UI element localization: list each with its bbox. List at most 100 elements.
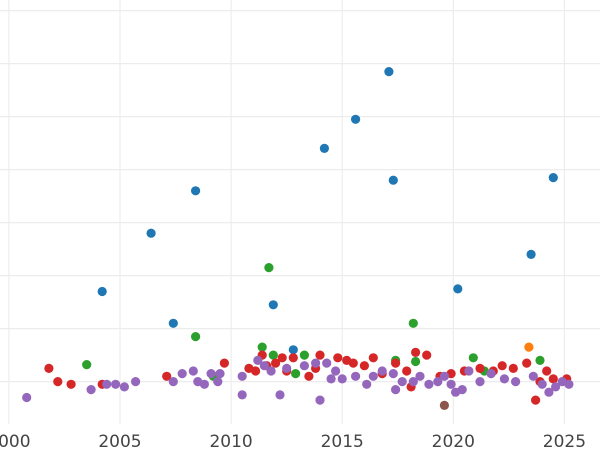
point-purple-31	[377, 366, 387, 376]
point-green-4	[264, 263, 274, 273]
point-purple-30	[368, 371, 378, 381]
point-purple-11	[206, 369, 216, 379]
point-purple-12	[213, 377, 223, 387]
point-purple-36	[415, 371, 425, 381]
point-purple-24	[322, 358, 332, 368]
point-red-31	[475, 363, 485, 373]
point-purple-3	[111, 379, 121, 389]
point-red-23	[391, 358, 401, 368]
point-purple-16	[253, 355, 263, 365]
point-purple-38	[433, 377, 443, 387]
point-purple-0	[22, 392, 32, 403]
point-red-27	[422, 350, 432, 360]
point-purple-5	[131, 377, 141, 387]
point-purple-50	[544, 387, 554, 397]
x-tick-label-2010: 2010	[209, 432, 252, 450]
point-red-13	[288, 353, 298, 363]
point-purple-21	[299, 361, 309, 371]
point-blue-8	[384, 67, 394, 77]
x-tick-label-2000: 2000	[0, 432, 31, 450]
point-green-5	[268, 350, 278, 360]
point-red-39	[548, 374, 558, 384]
point-purple-15	[237, 390, 247, 400]
point-green-0	[82, 360, 92, 370]
point-purple-51	[551, 382, 561, 392]
point-blue-2	[168, 318, 178, 328]
point-blue-1	[146, 228, 156, 238]
point-red-17	[333, 353, 343, 363]
point-blue-10	[453, 284, 463, 294]
point-green-6	[291, 369, 301, 379]
point-purple-33	[391, 385, 401, 395]
point-blue-9	[388, 175, 398, 185]
point-red-16	[315, 350, 325, 360]
point-purple-2	[102, 379, 112, 389]
points-layer	[22, 67, 574, 410]
x-tick-labels: 2000 2005 2010 2015 2020 2025	[0, 432, 586, 450]
point-purple-45	[486, 369, 496, 379]
point-brown-0	[439, 400, 449, 410]
point-purple-10	[199, 379, 209, 389]
point-blue-6	[319, 143, 329, 153]
point-red-2	[66, 379, 76, 389]
point-blue-5	[288, 345, 298, 355]
point-blue-7	[351, 114, 361, 124]
point-purple-27	[337, 374, 347, 384]
point-green-10	[411, 356, 421, 367]
point-blue-12	[548, 173, 558, 183]
point-blue-0	[97, 286, 107, 297]
point-red-0	[44, 363, 54, 373]
x-tick-label-2005: 2005	[98, 432, 141, 450]
point-purple-28	[351, 371, 361, 381]
point-purple-13	[215, 369, 225, 379]
point-purple-19	[275, 390, 285, 400]
point-green-3	[257, 342, 267, 352]
point-orange-0	[524, 342, 534, 352]
point-green-1	[191, 332, 201, 342]
point-purple-37	[424, 379, 434, 389]
point-blue-3	[191, 186, 201, 196]
point-purple-29	[362, 379, 372, 389]
point-red-4	[162, 371, 172, 381]
point-purple-6	[168, 377, 178, 387]
point-red-19	[348, 358, 358, 368]
point-red-20	[359, 361, 369, 371]
point-green-13	[535, 355, 545, 365]
point-purple-18	[266, 366, 276, 376]
point-purple-44	[475, 377, 485, 387]
point-green-7	[299, 350, 309, 360]
point-purple-35	[408, 377, 418, 387]
point-red-24	[402, 366, 412, 376]
point-purple-17	[259, 361, 269, 371]
point-green-9	[408, 318, 418, 328]
point-red-35	[522, 358, 532, 368]
point-purple-26	[331, 366, 341, 376]
point-red-10	[271, 358, 281, 368]
point-purple-40	[446, 379, 456, 389]
point-red-7	[251, 366, 261, 376]
point-purple-7	[177, 369, 187, 379]
point-purple-14	[237, 371, 247, 381]
point-purple-4	[119, 382, 129, 392]
point-green-11	[468, 353, 478, 363]
x-tick-label-2025: 2025	[543, 432, 586, 450]
point-purple-32	[388, 369, 398, 379]
point-purple-25	[326, 374, 336, 384]
point-red-26	[411, 347, 421, 357]
point-red-5	[219, 358, 229, 368]
point-purple-34	[397, 377, 407, 387]
point-purple-39	[439, 371, 449, 381]
point-purple-47	[510, 377, 521, 387]
point-red-33	[497, 361, 507, 371]
point-purple-46	[499, 374, 509, 384]
grid-layer	[0, 0, 600, 424]
point-red-38	[542, 366, 552, 376]
point-purple-20	[282, 363, 292, 373]
point-purple-42	[457, 385, 467, 395]
point-red-1	[53, 377, 63, 387]
x-tick-label-2020: 2020	[432, 432, 475, 450]
point-red-36	[531, 395, 541, 405]
point-purple-8	[188, 366, 198, 376]
